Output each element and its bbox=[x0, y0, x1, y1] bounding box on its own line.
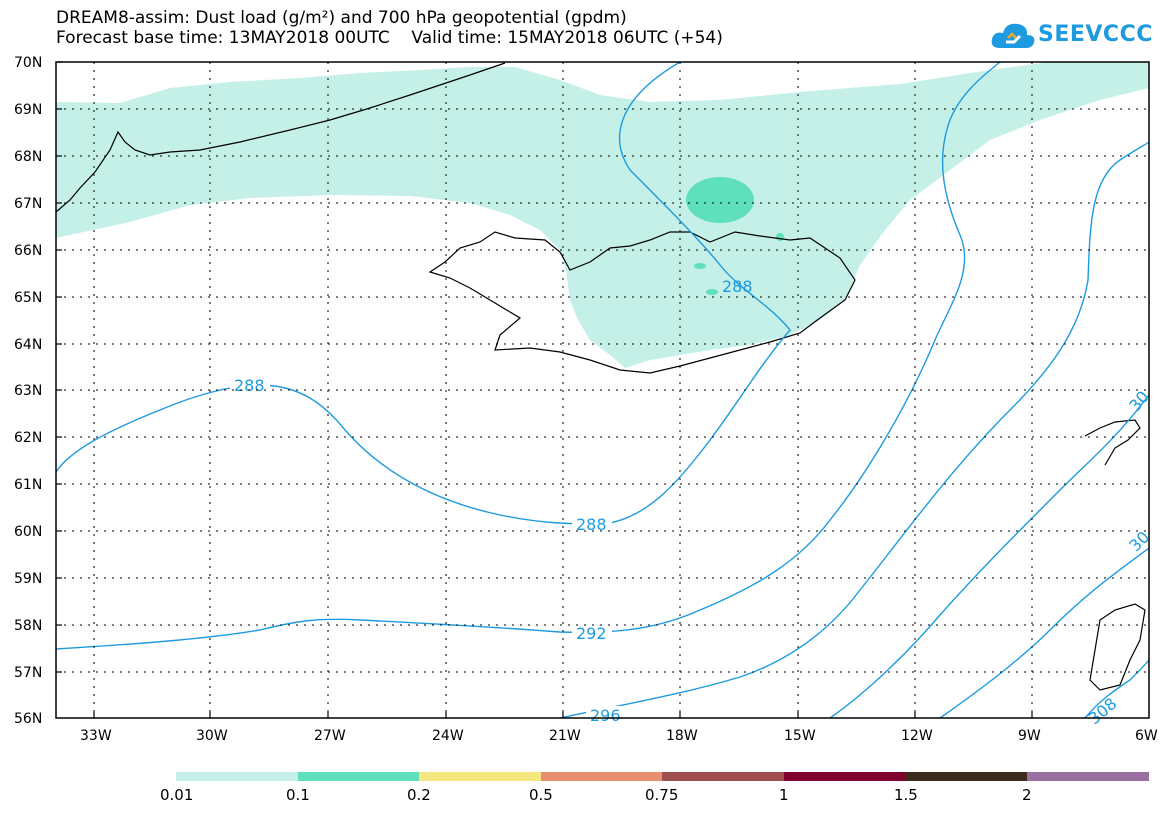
colorbar-label: 1 bbox=[779, 786, 789, 804]
colorbar-swatch bbox=[541, 772, 662, 781]
lon-label: 12W bbox=[901, 728, 933, 744]
colorbar-label: 1.5 bbox=[894, 786, 918, 804]
lat-label: 63N bbox=[14, 383, 42, 399]
colorbar-swatch bbox=[176, 772, 298, 781]
dust-area-light bbox=[56, 62, 1149, 368]
contour-label: 288 bbox=[722, 277, 753, 296]
iceland-coast bbox=[428, 231, 856, 374]
lat-label: 61N bbox=[14, 477, 42, 493]
lat-label: 56N bbox=[14, 711, 42, 727]
colorbar-label: 2 bbox=[1022, 786, 1032, 804]
lon-label: 30W bbox=[196, 728, 228, 744]
lon-label: 18W bbox=[666, 728, 698, 744]
contour-label: 292 bbox=[576, 624, 607, 643]
lat-label: 64N bbox=[14, 337, 42, 353]
lon-label: 21W bbox=[549, 728, 581, 744]
colorbar-swatch bbox=[1027, 772, 1149, 781]
contour-label: 308 bbox=[1085, 694, 1121, 728]
colorbar-swatch bbox=[906, 772, 1027, 781]
coastlines bbox=[55, 62, 1146, 691]
contour-304 bbox=[939, 547, 1150, 719]
lat-label: 67N bbox=[14, 196, 42, 212]
lat-label: 57N bbox=[14, 665, 42, 681]
lon-label: 33W bbox=[80, 728, 112, 744]
seevccc-logo: SEEVCCC bbox=[990, 16, 1160, 56]
greenland-coast bbox=[55, 62, 506, 213]
tick-marks bbox=[56, 61, 1033, 718]
colorbar-label: 0.75 bbox=[645, 786, 678, 804]
colorbar-swatch bbox=[662, 772, 784, 781]
contour-label: 296 bbox=[590, 706, 621, 725]
colorbar-swatch bbox=[298, 772, 419, 781]
logo-text: SEEVCCC bbox=[1038, 22, 1153, 47]
map-subtitle: Forecast base time: 13MAY2018 00UTC Vali… bbox=[56, 28, 723, 48]
lat-label: 60N bbox=[14, 524, 42, 540]
colorbar: 0.01 0.1 0.2 0.5 0.75 1 1.5 2 bbox=[160, 772, 1149, 804]
dust-spot-2 bbox=[706, 289, 718, 295]
contour-label: 288 bbox=[234, 376, 265, 395]
lon-label: 27W bbox=[314, 728, 346, 744]
lat-label: 59N bbox=[14, 571, 42, 587]
dust-area-medium bbox=[686, 177, 754, 223]
lon-label: 6W bbox=[1135, 728, 1158, 744]
map-title: DREAM8-assim: Dust load (g/m²) and 700 h… bbox=[56, 8, 627, 28]
lat-label: 68N bbox=[14, 149, 42, 165]
lat-label: 58N bbox=[14, 618, 42, 634]
contour-296 bbox=[559, 141, 1150, 719]
contour-label: 288 bbox=[576, 515, 607, 534]
lat-label: 65N bbox=[14, 290, 42, 306]
colorbar-label: 0.2 bbox=[407, 786, 431, 804]
lat-label: 62N bbox=[14, 430, 42, 446]
lon-label: 15W bbox=[784, 728, 816, 744]
lon-label: 9W bbox=[1018, 728, 1041, 744]
scotland-coast-south bbox=[1089, 603, 1146, 691]
colorbar-label: 0.01 bbox=[160, 786, 193, 804]
colorbar-label: 0.1 bbox=[286, 786, 310, 804]
graticule bbox=[56, 62, 1149, 718]
colorbar-swatch bbox=[784, 772, 906, 781]
scotland-coast-north bbox=[1084, 419, 1141, 466]
lon-label: 24W bbox=[432, 728, 464, 744]
contour-300 bbox=[829, 394, 1150, 719]
lat-label: 69N bbox=[14, 102, 42, 118]
dust-spot-3 bbox=[776, 233, 784, 241]
lat-label: 66N bbox=[14, 243, 42, 259]
latitude-labels: 70N 69N 68N 67N 66N 65N 64N 63N 62N 61N … bbox=[14, 55, 42, 727]
lat-label: 70N bbox=[14, 55, 42, 71]
dust-load-layer bbox=[56, 62, 1149, 368]
longitude-labels: 33W 30W 27W 24W 21W 18W 15W 12W 9W 6W bbox=[80, 728, 1158, 744]
dust-spot-1 bbox=[694, 263, 706, 269]
colorbar-swatch bbox=[419, 772, 541, 781]
cloud-icon bbox=[991, 23, 1035, 48]
contour-292 bbox=[55, 61, 1001, 650]
contour-308 bbox=[1084, 659, 1150, 719]
colorbar-label: 0.5 bbox=[529, 786, 553, 804]
